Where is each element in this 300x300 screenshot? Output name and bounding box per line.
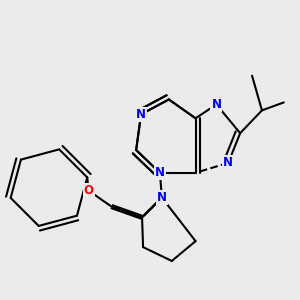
Text: N: N	[155, 166, 165, 179]
Text: N: N	[136, 108, 146, 121]
Text: O: O	[84, 184, 94, 197]
Text: N: N	[212, 98, 221, 111]
Text: N: N	[157, 191, 167, 204]
Text: N: N	[223, 156, 233, 170]
